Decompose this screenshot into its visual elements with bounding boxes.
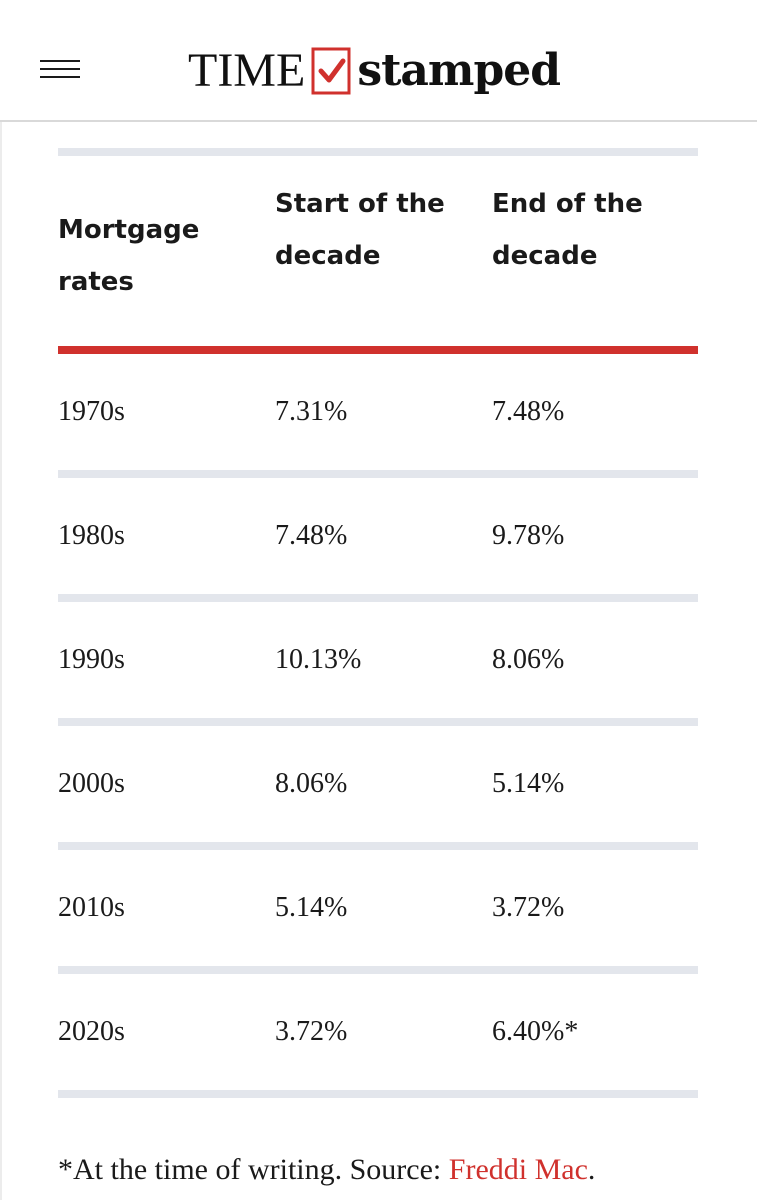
row-divider	[58, 594, 698, 602]
start-rate-cell: 3.72%	[275, 1016, 348, 1047]
footnote-text: *At the time of writing. Source:	[58, 1153, 449, 1186]
footnote-end: .	[587, 1153, 596, 1186]
table-row: 2020s 3.72% 6.40%*	[58, 974, 698, 1090]
hamburger-menu-icon[interactable]	[40, 60, 80, 84]
decade-cell: 1990s	[58, 644, 125, 675]
source-footnote: *At the time of writing. Source: Freddi …	[58, 1148, 595, 1192]
table-row: 1970s 7.31% 7.48%	[58, 354, 698, 470]
start-rate-cell: 7.31%	[275, 396, 348, 427]
table-row: 1980s 7.48% 9.78%	[58, 478, 698, 594]
decade-cell: 1970s	[58, 396, 125, 427]
decade-cell: 2010s	[58, 892, 125, 923]
decade-cell: 2020s	[58, 1016, 125, 1047]
end-rate-cell: 6.40%*	[492, 1016, 579, 1047]
table-row: 2010s 5.14% 3.72%	[58, 850, 698, 966]
table-header: Mortgage rates Start of the decade End o…	[58, 156, 698, 346]
column-header-end-of-decade: End of the decade	[492, 189, 643, 271]
start-rate-cell: 5.14%	[275, 892, 348, 923]
end-rate-cell: 9.78%	[492, 520, 565, 551]
freddi-mac-link[interactable]: Freddi Mac	[448, 1153, 588, 1186]
decade-cell: 1980s	[58, 520, 125, 551]
row-divider	[58, 966, 698, 974]
end-rate-cell: 3.72%	[492, 892, 565, 923]
time-stamped-logo[interactable]: TIME stamped	[188, 38, 561, 104]
column-header-start-of-decade: Start of the decade	[275, 189, 445, 271]
left-border	[0, 122, 2, 1200]
site-header: TIME stamped	[0, 0, 757, 122]
decade-cell: 2000s	[58, 768, 125, 799]
end-rate-cell: 8.06%	[492, 644, 565, 675]
logo-stamped-text: stamped	[357, 45, 561, 96]
start-rate-cell: 8.06%	[275, 768, 348, 799]
start-rate-cell: 10.13%	[275, 644, 362, 675]
column-header-mortgage-rates: Mortgage rates	[58, 215, 200, 297]
row-divider	[58, 1090, 698, 1098]
checkbox-check-icon	[311, 45, 351, 97]
table-row: 2000s 8.06% 5.14%	[58, 726, 698, 842]
header-red-rule	[58, 346, 698, 354]
start-rate-cell: 7.48%	[275, 520, 348, 551]
logo-time-text: TIME	[188, 44, 306, 97]
end-rate-cell: 5.14%	[492, 768, 565, 799]
table-row: 1990s 10.13% 8.06%	[58, 602, 698, 718]
row-divider	[58, 718, 698, 726]
mortgage-rates-table: Mortgage rates Start of the decade End o…	[58, 148, 698, 1098]
row-divider	[58, 470, 698, 478]
end-rate-cell: 7.48%	[492, 396, 565, 427]
table-top-rule	[58, 148, 698, 156]
row-divider	[58, 842, 698, 850]
